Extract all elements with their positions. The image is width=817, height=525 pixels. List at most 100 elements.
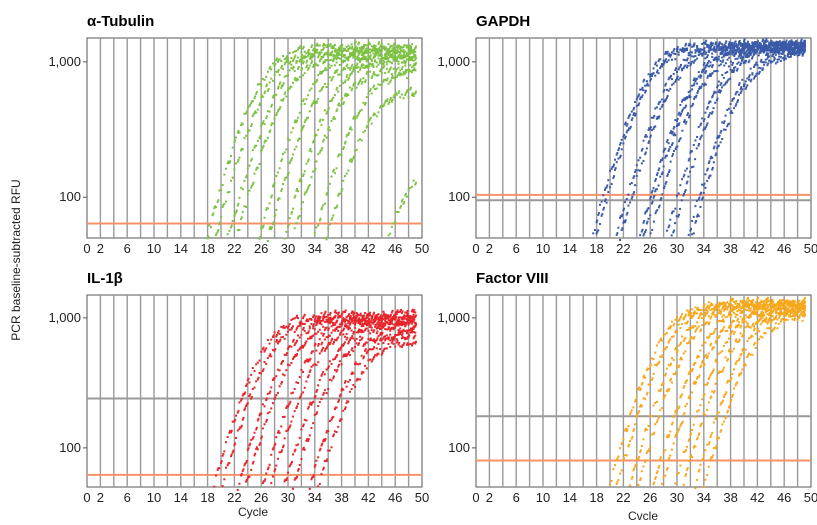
curve-point	[363, 44, 366, 47]
curve-point	[636, 96, 639, 99]
curve-point	[321, 373, 324, 376]
curve-point	[355, 379, 358, 382]
curve-point	[281, 326, 284, 329]
curve-point	[674, 79, 677, 82]
curve-point	[269, 353, 272, 356]
curve-point	[596, 230, 599, 233]
curve-point	[402, 329, 405, 332]
curve-point	[315, 459, 318, 462]
curve-point	[238, 482, 241, 485]
curve-point	[352, 115, 355, 118]
curve-point	[712, 310, 715, 313]
curve-point	[369, 116, 372, 119]
curve-point	[297, 66, 300, 69]
curve-point	[302, 448, 305, 451]
curve-point	[380, 333, 383, 336]
curve-point	[759, 50, 762, 53]
curve-point	[245, 479, 248, 482]
curve-point	[684, 350, 687, 353]
curve-point	[660, 98, 663, 101]
curve-point	[290, 85, 293, 88]
curve-point	[634, 400, 637, 403]
curve-point	[626, 211, 629, 214]
curve-point	[352, 84, 355, 87]
curve-point	[320, 51, 323, 54]
curve-point	[409, 56, 412, 59]
curve-point	[245, 480, 248, 483]
curve-point	[400, 61, 403, 64]
curve-point	[664, 58, 667, 61]
curve-point	[638, 93, 641, 96]
curve-point	[313, 51, 316, 54]
curve-point	[365, 316, 368, 319]
curve-point	[394, 317, 397, 320]
curve-point	[350, 128, 353, 131]
curve-point	[387, 323, 390, 326]
curve-point	[628, 127, 631, 130]
curve-point	[703, 127, 706, 130]
curve-point	[335, 311, 338, 314]
curve-point	[735, 50, 738, 53]
curve-point	[786, 45, 789, 48]
curve-point	[242, 416, 245, 419]
curve-point	[340, 153, 343, 156]
curve-point	[222, 453, 225, 456]
curve-point	[362, 101, 365, 104]
curve-point	[230, 224, 233, 227]
curve-point	[359, 80, 362, 83]
curve-point	[223, 478, 226, 481]
curve-point	[389, 345, 392, 348]
curve-point	[291, 460, 294, 463]
curve-point	[335, 110, 338, 113]
curve-point	[389, 328, 392, 331]
curve-point	[326, 429, 329, 432]
curve-point	[598, 203, 601, 206]
curve-point	[253, 172, 256, 175]
curve-point	[749, 44, 752, 47]
curve-point	[273, 182, 276, 185]
curve-point	[226, 233, 229, 236]
curve-point	[729, 111, 732, 114]
curve-point	[301, 67, 304, 70]
curve-point	[260, 123, 263, 126]
curve-point	[403, 201, 406, 204]
curve-point	[364, 55, 367, 58]
curve-point	[320, 444, 323, 447]
curve-point	[329, 51, 332, 54]
curve-point	[302, 100, 305, 103]
curve-point	[312, 334, 315, 337]
curve-point	[765, 302, 768, 305]
curve-point	[248, 475, 251, 478]
curve-point	[642, 139, 645, 142]
curve-point	[329, 341, 332, 344]
curve-point	[402, 317, 405, 320]
curve-point	[645, 369, 648, 372]
curve-point	[309, 369, 312, 372]
curve-point	[692, 326, 695, 329]
curve-point	[354, 65, 356, 68]
curve-point	[309, 357, 312, 360]
curve-point	[298, 324, 301, 327]
curve-point	[280, 85, 283, 88]
curve-point	[364, 57, 367, 60]
curve-point	[745, 86, 748, 89]
y-tick-label: 100	[59, 440, 81, 455]
curve-point	[360, 331, 363, 334]
curve-point	[277, 197, 280, 200]
curve-point	[276, 368, 279, 371]
curve-point	[692, 102, 695, 105]
curve-point	[329, 316, 332, 319]
curve-point	[718, 310, 721, 313]
curve-point	[655, 400, 658, 403]
curve-point	[317, 485, 320, 488]
curve-point	[373, 346, 376, 349]
curve-point	[223, 173, 226, 176]
curve-point	[348, 68, 351, 71]
curve-point	[303, 313, 306, 316]
curve-point	[337, 48, 340, 51]
curve-point	[300, 458, 303, 461]
curve-point	[749, 47, 752, 50]
curve-point	[272, 94, 275, 97]
x-tick-label: 18	[200, 241, 214, 256]
curve-point	[383, 65, 386, 68]
